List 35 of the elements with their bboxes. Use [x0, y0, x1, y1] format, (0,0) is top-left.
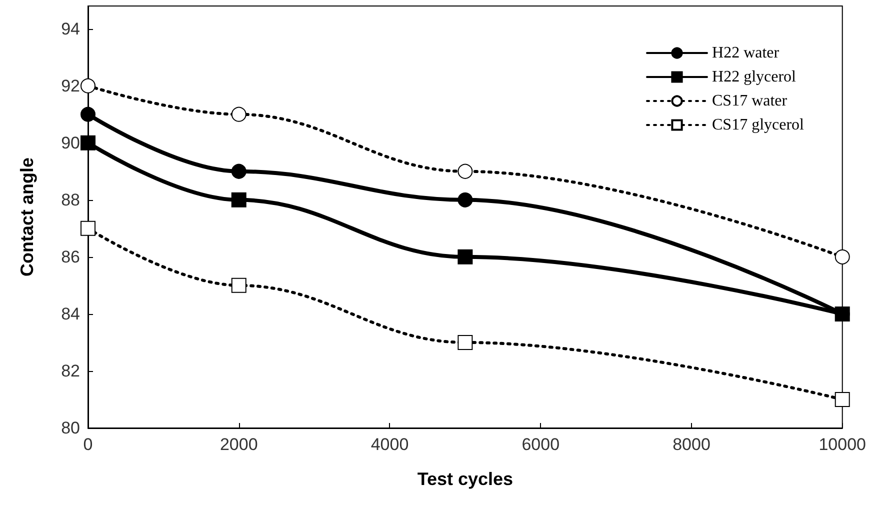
point	[80, 220, 96, 236]
point	[458, 334, 473, 350]
point	[231, 106, 246, 122]
y-tick-label: 92	[61, 76, 80, 96]
x-axis-title: Test cycles	[417, 469, 514, 489]
x-tick-label: 8000	[672, 435, 710, 454]
point	[834, 306, 850, 322]
x-tick-label: 2000	[220, 435, 258, 454]
legend-label: CS17 glycerol	[712, 116, 805, 134]
y-tick-label: 86	[61, 247, 80, 266]
point	[458, 192, 473, 208]
y-axis-title: Contact angle	[17, 157, 37, 277]
y-tick-label: 90	[61, 133, 80, 152]
point	[458, 249, 473, 264]
point	[231, 164, 246, 179]
y-tick-label: 84	[61, 304, 80, 324]
y-tick-label: 94	[61, 19, 80, 38]
point	[80, 106, 96, 122]
point	[80, 135, 96, 150]
legend-label: H22 water	[712, 44, 780, 62]
y-tick-label: 82	[61, 361, 80, 380]
y-tick-label: 80	[61, 418, 80, 438]
x-tick-label: 6000	[522, 435, 560, 454]
point	[231, 192, 246, 208]
point	[834, 249, 850, 264]
y-tick-label: 88	[61, 190, 80, 210]
point	[231, 278, 246, 293]
x-tick-label: 10000	[818, 435, 866, 454]
point	[458, 164, 473, 179]
x-tick-label: 4000	[370, 435, 409, 454]
point	[834, 392, 850, 407]
legend-label: H22 glycerol	[712, 68, 797, 86]
x-tick-label: 0	[83, 435, 93, 454]
legend-label: CS17 water	[712, 92, 788, 110]
point	[80, 78, 96, 94]
